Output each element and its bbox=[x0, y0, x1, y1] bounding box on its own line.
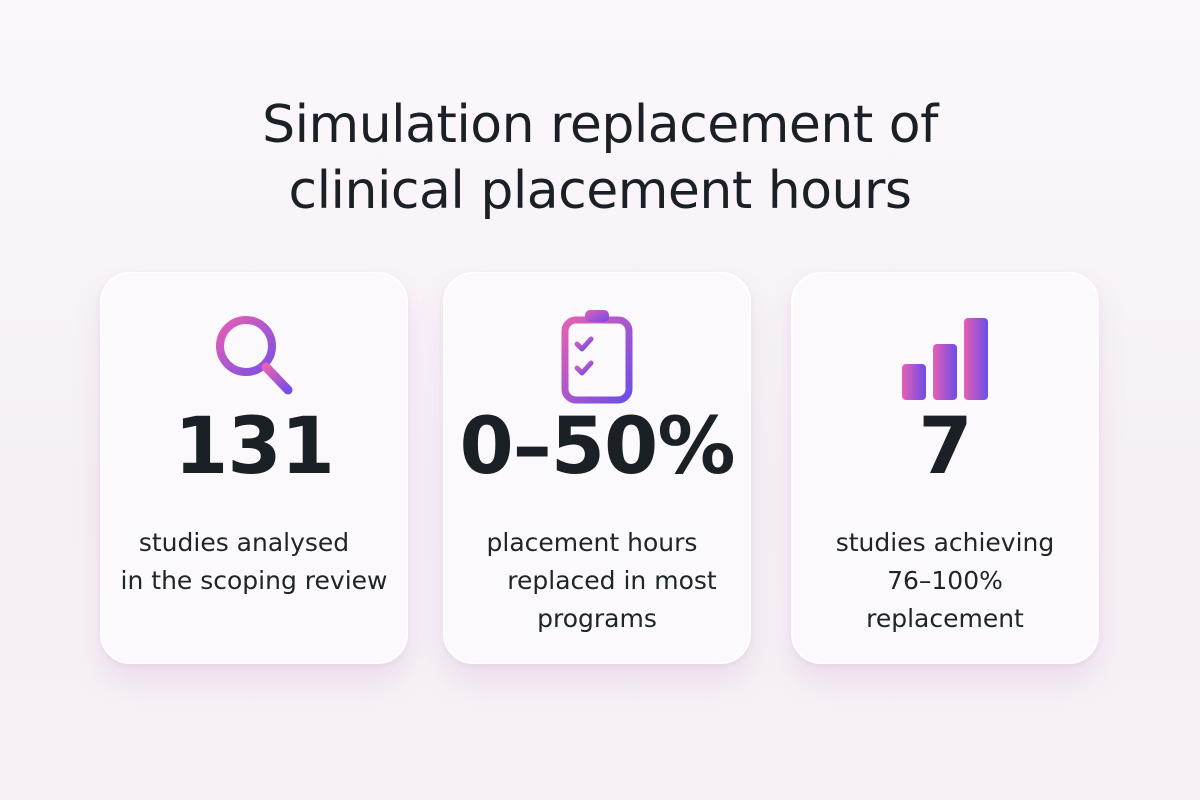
stat-description-line: programs bbox=[537, 604, 657, 633]
stat-description-line: 76–100% bbox=[887, 566, 1003, 595]
stat-description-line: replacement bbox=[866, 604, 1024, 633]
title-line-1: Simulation replacement of bbox=[262, 95, 938, 155]
stat-description: studies analysed in the scoping review bbox=[102, 524, 406, 600]
stat-card-hours-replaced: 0–50% placement hours replaced in most p… bbox=[443, 272, 751, 664]
page-title: Simulation replacement of clinical place… bbox=[0, 92, 1200, 224]
stat-value: 131 bbox=[174, 402, 335, 492]
stat-value: 0–50% bbox=[459, 402, 736, 492]
stat-description-line: in the scoping review bbox=[120, 566, 388, 595]
stat-description: placement hours replaced in most program… bbox=[445, 524, 749, 638]
stat-value: 7 bbox=[918, 402, 972, 492]
stat-description: studies achieving 76–100% replacement bbox=[793, 524, 1097, 638]
bar-chart-icon bbox=[793, 314, 1097, 406]
title-line-2: clinical placement hours bbox=[288, 161, 912, 221]
stat-description-line: replaced in most bbox=[507, 566, 717, 595]
magnifier-icon bbox=[102, 314, 406, 406]
stat-card-studies-analysed: 131 studies analysed in the scoping revi… bbox=[100, 272, 408, 664]
stat-description-line: studies analysed bbox=[138, 528, 350, 557]
stat-description-line: placement hours bbox=[486, 528, 698, 557]
stat-card-full-replacement: 7 studies achieving 76–100% replacement bbox=[791, 272, 1099, 664]
stat-description-line: studies achieving bbox=[835, 528, 1055, 557]
clipboard-checklist-icon bbox=[445, 310, 749, 406]
